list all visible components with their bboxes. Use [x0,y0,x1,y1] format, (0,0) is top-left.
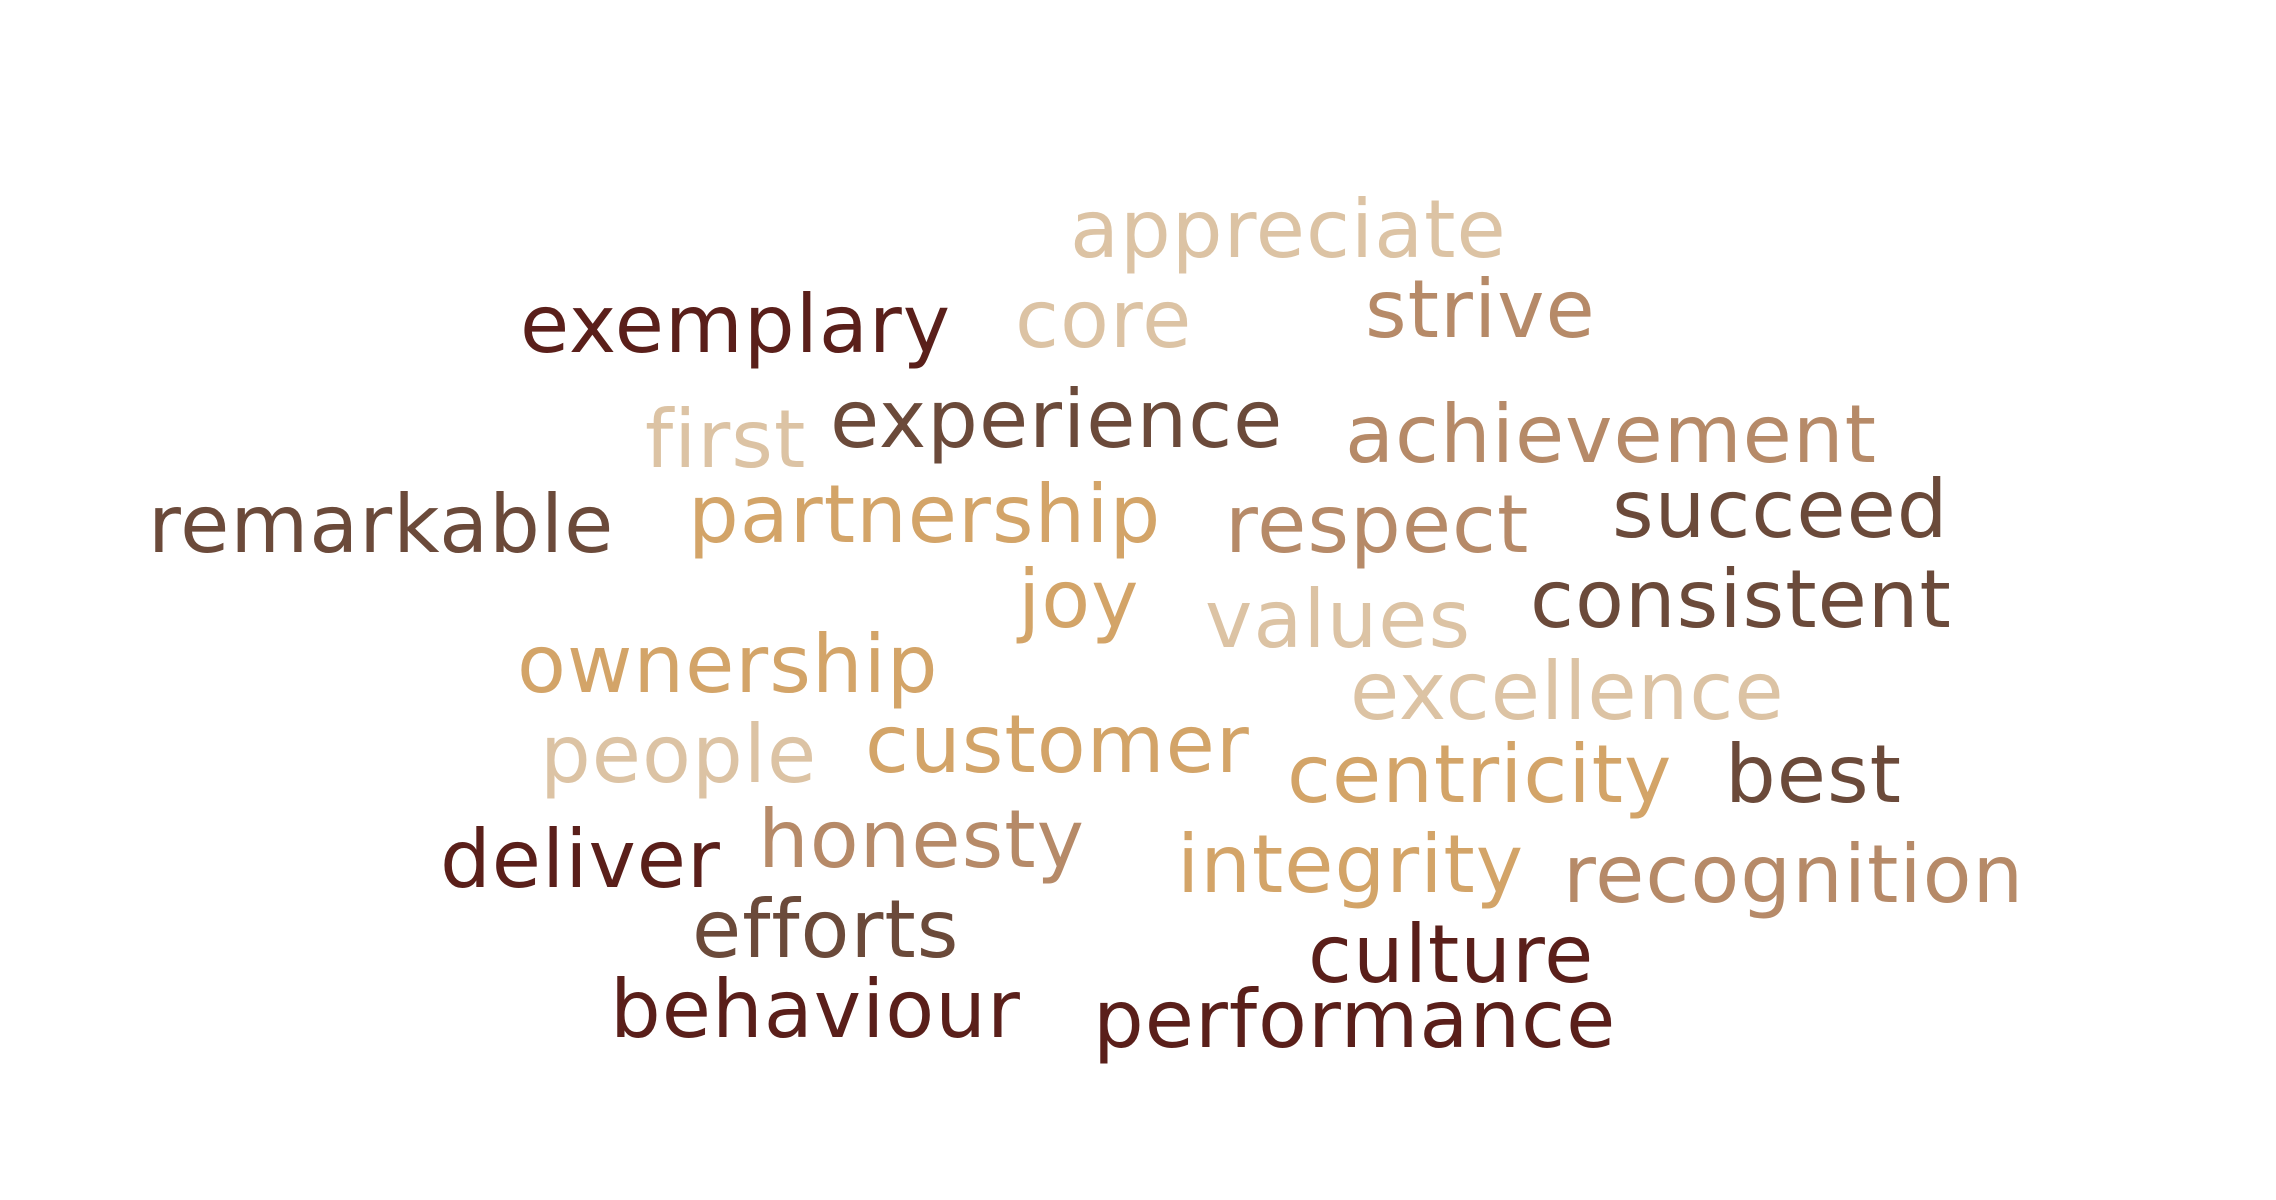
word-honesty: honesty [758,793,1085,886]
word-excellence: excellence [1350,645,1785,738]
word-performance: performance [1093,973,1617,1066]
word-exemplary: exemplary [520,278,952,371]
word-culture: culture [1308,908,1595,1001]
word-strive: strive [1365,263,1596,356]
word-joy: joy [1018,553,1140,646]
word-centricity: centricity [1287,728,1673,821]
word-efforts: efforts [692,883,960,976]
word-deliver: deliver [440,813,721,906]
word-ownership: ownership [517,618,939,711]
word-consistent: consistent [1530,553,1952,646]
word-partnership: partnership [688,468,1162,561]
word-succeed: succeed [1612,463,1949,556]
word-experience: experience [830,373,1284,466]
word-integrity: integrity [1177,818,1525,911]
word-recognition: recognition [1563,828,2025,921]
word-core: core [1015,273,1193,366]
word-appreciate: appreciate [1070,183,1507,276]
word-achievement: achievement [1345,388,1877,481]
word-customer: customer [865,698,1250,791]
word-best: best [1725,728,1903,821]
word-first: first [645,393,807,486]
word-people: people [540,708,818,801]
word-remarkable: remarkable [148,478,615,571]
word-values: values [1205,573,1472,666]
word-respect: respect [1225,478,1530,571]
word-behaviour: behaviour [610,963,1021,1056]
